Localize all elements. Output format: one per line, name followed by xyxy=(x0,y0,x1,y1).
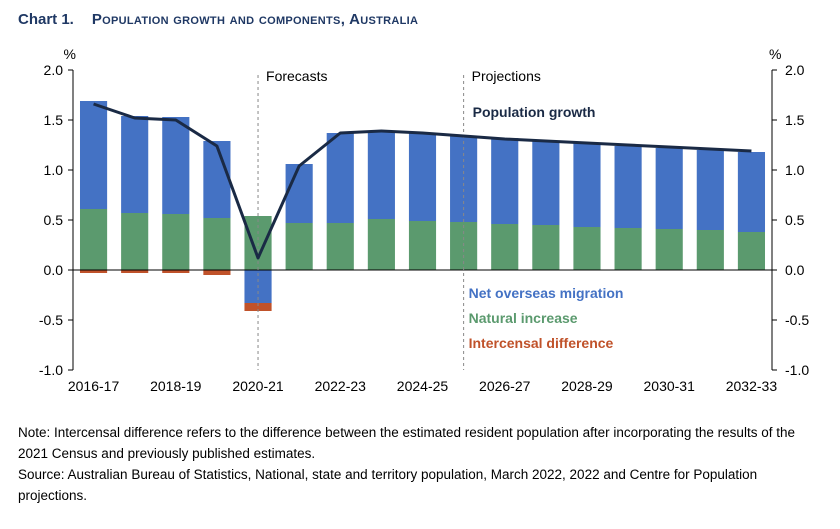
bar-natural-increase xyxy=(696,230,724,270)
right-y-tick-label: -0.5 xyxy=(785,312,809,328)
bar-net-overseas-migration xyxy=(367,131,395,219)
bar-net-overseas-migration xyxy=(121,116,149,213)
bar-intercensal-difference xyxy=(203,270,231,275)
x-tick-label: 2028-29 xyxy=(561,378,613,394)
bar-net-overseas-migration xyxy=(655,148,683,229)
x-tick-label: 2024-25 xyxy=(397,378,449,394)
bar-net-overseas-migration xyxy=(491,138,519,224)
bar-net-overseas-migration xyxy=(285,164,313,223)
legend-natural-increase: Natural increase xyxy=(469,310,578,326)
chart-title: Chart 1. Population growth and components… xyxy=(18,11,418,28)
right-y-tick-label: 2.0 xyxy=(785,62,805,78)
right-y-tick-label: 0.5 xyxy=(785,212,805,228)
legend-intercensal-difference: Intercensal difference xyxy=(469,335,614,351)
bar-intercensal-difference xyxy=(162,270,190,273)
bar-intercensal-difference xyxy=(244,303,272,311)
left-y-tick-label: 0.0 xyxy=(44,262,64,278)
x-tick-label: 2026-27 xyxy=(479,378,531,394)
bar-net-overseas-migration xyxy=(573,143,601,227)
bar-net-overseas-migration xyxy=(408,133,437,221)
bar-natural-increase xyxy=(573,227,601,270)
bar-net-overseas-migration xyxy=(79,101,108,209)
right-y-unit: % xyxy=(769,46,781,62)
bar-net-overseas-migration xyxy=(326,133,354,223)
right-y-tick-label: 1.5 xyxy=(785,112,805,128)
chart-notes: Note: Intercensal difference refers to t… xyxy=(18,422,823,506)
left-y-tick-label: -1.0 xyxy=(39,362,63,378)
bar-net-overseas-migration xyxy=(696,150,724,230)
population-chart: 2.0 2.0 1.5 1.5 1.0 1.0 0.5 0.5 0.0 0.0 -0.5 -0.5 -1… xyxy=(39,46,809,394)
bar-natural-increase xyxy=(491,224,519,270)
right-y-tick-label: -1.0 xyxy=(785,362,809,378)
x-tick-label: 2030-31 xyxy=(644,378,696,394)
bar-natural-increase xyxy=(285,223,313,270)
bar-natural-increase xyxy=(408,221,437,270)
bar-natural-increase xyxy=(203,218,231,270)
source-text: Source: Australian Bureau of Statistics,… xyxy=(18,467,758,503)
x-tick-label: 2018-19 xyxy=(150,378,202,394)
right-y-tick-label: 1.0 xyxy=(785,162,805,178)
note-text: Note: Intercensal difference refers to t… xyxy=(18,425,795,461)
x-tick-label: 2022-23 xyxy=(315,378,367,394)
forecasts-label: Forecasts xyxy=(266,68,327,84)
x-tick-label: 2020-21 xyxy=(232,378,284,394)
chart-number: Chart 1. xyxy=(18,11,74,28)
bar-net-overseas-migration xyxy=(737,152,766,232)
left-y-tick-label: 2.0 xyxy=(44,62,64,78)
bar-natural-increase xyxy=(532,225,560,270)
bar-natural-increase xyxy=(614,228,642,270)
projections-label: Projections xyxy=(472,68,541,84)
x-tick-label: 2032-33 xyxy=(726,378,778,394)
left-y-unit: % xyxy=(64,46,76,62)
legend-net-overseas-migration: Net overseas migration xyxy=(469,285,624,301)
bar-natural-increase xyxy=(121,213,149,270)
left-y-tick-label: 1.0 xyxy=(44,162,64,178)
bar-natural-increase xyxy=(655,229,683,270)
bar-natural-increase xyxy=(162,214,190,270)
population-growth-line xyxy=(93,102,752,260)
bar-net-overseas-migration xyxy=(614,146,642,228)
bar-net-overseas-migration xyxy=(532,141,560,225)
x-tick-label: 2016-17 xyxy=(68,378,120,394)
population-growth-label: Population growth xyxy=(473,104,596,120)
bar-intercensal-difference xyxy=(121,270,149,273)
bar-natural-increase xyxy=(79,209,108,270)
bar-natural-increase xyxy=(367,219,395,270)
chart-title-text: Population growth and components, Austra… xyxy=(91,11,419,28)
bar-natural-increase xyxy=(737,232,766,270)
bar-natural-increase xyxy=(326,223,354,270)
left-y-tick-label: 1.5 xyxy=(44,112,64,128)
left-y-tick-label: 0.5 xyxy=(44,212,64,228)
bar-intercensal-difference xyxy=(79,270,108,273)
bar-net-overseas-migration xyxy=(203,141,231,218)
left-y-tick-label: -0.5 xyxy=(39,312,63,328)
bar-net-overseas-migration xyxy=(162,117,190,214)
right-y-tick-label: 0.0 xyxy=(785,262,805,278)
